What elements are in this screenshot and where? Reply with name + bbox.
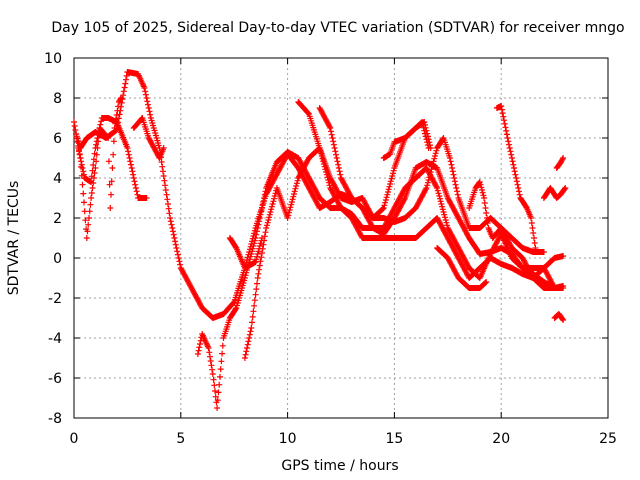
x-axis-label: GPS time / hours: [281, 458, 398, 474]
y-tick-label: -2: [48, 291, 62, 307]
point-marks: [226, 235, 265, 271]
point-marks: [466, 179, 547, 255]
x-tick-label: 5: [176, 431, 185, 447]
x-tick-label: 10: [279, 431, 297, 447]
plot-frame: [73, 57, 609, 419]
point-marks: [551, 311, 567, 323]
series-sat-5: [194, 149, 567, 411]
series-sat-16: [551, 311, 567, 323]
point-marks: [540, 185, 569, 201]
y-tick-label: 4: [53, 171, 62, 187]
y-tick-label: 2: [53, 211, 62, 227]
tick-layer: 0 5 10 15 20 25 -8 -6 -4 -2 0 2 4 6 8 10: [44, 51, 617, 447]
series-sat-4: [130, 115, 167, 161]
x-tick-label: 15: [385, 431, 403, 447]
y-tick-label: -4: [48, 331, 62, 347]
point-marks: [130, 115, 167, 161]
y-tick-label: -6: [48, 371, 62, 387]
point-marks: [380, 119, 434, 161]
y-tick-label: 0: [53, 251, 62, 267]
y-axis-label: SDTVAR / TECUs: [6, 181, 22, 296]
y-tick-label: 6: [53, 131, 62, 147]
x-tick-label: 0: [70, 431, 79, 447]
y-tick-label: 8: [53, 91, 62, 107]
point-marks: [194, 149, 567, 411]
x-tick-label: 20: [492, 431, 510, 447]
series-sat-11: [434, 245, 490, 291]
series-sat-6: [226, 235, 265, 271]
series-sat-13: [493, 103, 539, 251]
series-sat-15: [553, 155, 567, 171]
series-sat-10: [380, 119, 434, 161]
y-tick-label: -8: [48, 411, 62, 427]
point-marks: [434, 245, 490, 291]
x-tick-label: 25: [599, 431, 617, 447]
data-marks: [71, 69, 569, 411]
point-marks: [493, 103, 539, 251]
series-sat-14: [540, 185, 569, 201]
series-sat-12: [466, 179, 547, 255]
point-marks: [553, 155, 567, 171]
series-sat-3: [75, 115, 150, 201]
point-marks: [75, 115, 150, 201]
series-sat-8: [295, 99, 567, 291]
y-tick-label: 10: [44, 51, 62, 67]
grid-layer: [74, 58, 608, 418]
point-marks: [295, 99, 567, 291]
chart-title: Day 105 of 2025, Sidereal Day-to-day VTE…: [51, 20, 624, 36]
